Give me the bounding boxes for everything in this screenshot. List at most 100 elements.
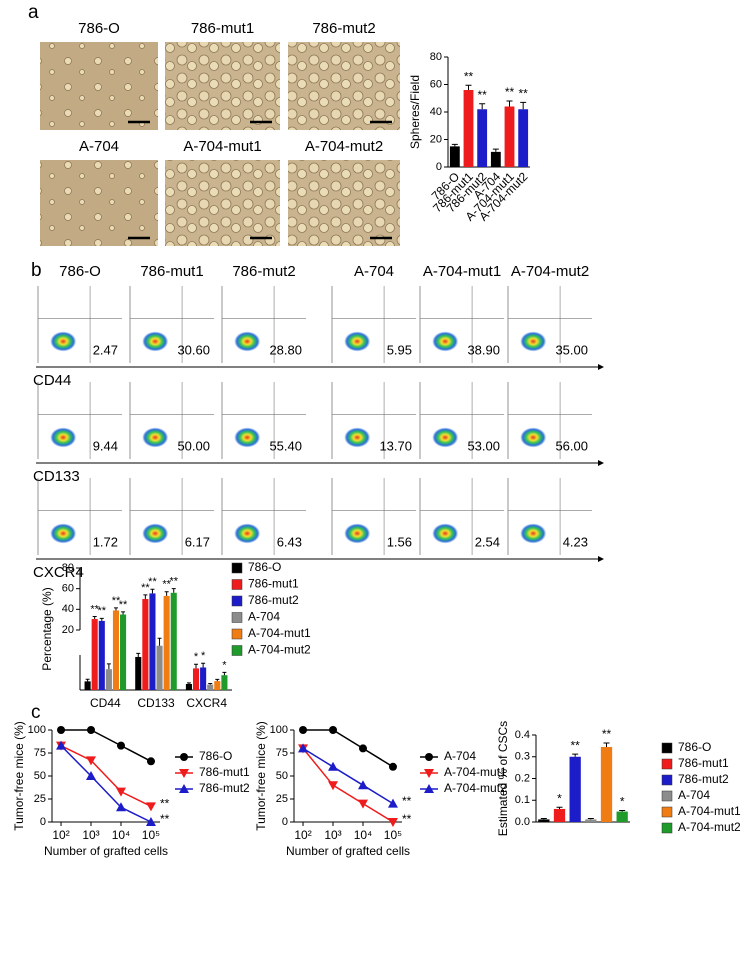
- legend-label: 786-O: [248, 560, 281, 574]
- marker: [57, 726, 66, 734]
- panel-label: b: [31, 260, 42, 281]
- bar: [120, 614, 127, 690]
- significance: **: [141, 582, 150, 594]
- legend-label: A-704-mut1: [678, 804, 741, 818]
- gate-percentage: 6.17: [185, 534, 210, 549]
- marker: [115, 802, 126, 812]
- marker: [328, 761, 339, 771]
- legend-swatch: [231, 579, 243, 590]
- error-bar: [556, 806, 563, 809]
- panel-label: c: [31, 702, 41, 723]
- x-tick-label: CD44: [90, 696, 121, 710]
- bar: [616, 811, 628, 822]
- error-bar: [201, 662, 206, 668]
- significance: **: [160, 812, 170, 826]
- gate-percentage: 5.95: [387, 342, 412, 357]
- column-header: 786-O: [59, 263, 101, 280]
- bar: [149, 593, 156, 690]
- image-label: A-704-mut1: [183, 138, 261, 155]
- bar: [105, 669, 112, 690]
- bar: [504, 106, 515, 167]
- marker: [145, 802, 156, 812]
- marker: [425, 753, 433, 761]
- error-bar: [194, 663, 199, 669]
- bar: [463, 90, 474, 167]
- bar: [585, 819, 597, 822]
- marker: [298, 743, 309, 753]
- legend-label: 786-mut1: [199, 765, 250, 779]
- bar: [156, 645, 163, 690]
- error-bar: [150, 588, 155, 594]
- legend-label: 786-O: [678, 740, 711, 754]
- error-bar: [186, 682, 191, 684]
- y-tick-label: 40: [62, 603, 74, 615]
- significance: **: [402, 794, 412, 808]
- x-axis-label: Number of grafted cells: [44, 844, 168, 858]
- bar: [477, 109, 488, 167]
- gate-percentage: 9.44: [93, 438, 118, 453]
- y-tick-label: 0: [436, 161, 442, 173]
- row-marker: CXCR4: [33, 564, 84, 581]
- cell-cloud: [142, 523, 169, 544]
- row-marker: CD44: [33, 372, 71, 389]
- bar: [214, 681, 221, 690]
- gate-percentage: 6.43: [277, 534, 302, 549]
- micrograph: [288, 42, 400, 130]
- image-label: A-704: [79, 138, 119, 155]
- significance: **: [148, 576, 157, 588]
- cell-cloud: [432, 331, 459, 352]
- x-tick-label: 10²: [52, 828, 69, 842]
- y-tick-label: 80: [430, 51, 442, 63]
- bar: [98, 620, 105, 690]
- x-tick-label: CXCR4: [186, 696, 227, 710]
- row-marker: CD133: [33, 468, 80, 485]
- legend-label: A-704: [248, 610, 280, 624]
- line: [61, 729, 152, 762]
- error-bar: [619, 809, 626, 812]
- marker: [299, 726, 308, 734]
- error-bar: [113, 607, 118, 611]
- error-bar: [479, 103, 486, 110]
- line: [60, 744, 152, 808]
- marker: [87, 726, 96, 734]
- error-bar: [451, 143, 458, 147]
- x-tick-label: 10⁵: [384, 828, 402, 842]
- gate-percentage: 50.00: [177, 438, 210, 453]
- significance: *: [194, 651, 199, 663]
- error-bar: [506, 100, 513, 107]
- marker: [329, 726, 338, 734]
- column-header: 786-mut1: [140, 263, 203, 280]
- legend-label: 786-mut2: [678, 772, 729, 786]
- legend-swatch: [661, 790, 673, 802]
- y-axis-label: Percentage (%): [40, 587, 54, 670]
- y-axis-label: Tumor-free mice (%): [12, 721, 26, 831]
- significance: **: [169, 576, 178, 588]
- x-tick-label: 10²: [294, 828, 311, 842]
- significance: **: [119, 599, 128, 611]
- legend-swatch: [231, 645, 243, 656]
- bar: [553, 808, 566, 822]
- marker: [424, 784, 434, 793]
- arrow-head: [598, 556, 604, 562]
- image-label: 786-mut1: [191, 20, 254, 37]
- significance: *: [620, 795, 625, 809]
- cell-cloud: [432, 427, 459, 448]
- error-bar: [572, 753, 579, 757]
- significance: **: [518, 87, 528, 101]
- x-tick-label: 10⁵: [142, 828, 160, 842]
- marker: [86, 771, 97, 780]
- y-tick-label: 20: [430, 133, 442, 145]
- bar: [200, 667, 207, 690]
- error-bar: [157, 637, 162, 646]
- arrow-head: [598, 460, 604, 466]
- significance: **: [477, 88, 487, 102]
- error-bar: [492, 148, 499, 152]
- x-tick-label: 10⁴: [354, 828, 373, 842]
- bar: [569, 756, 581, 822]
- legend-label: A-704-mut2: [248, 643, 311, 657]
- legend-label: A-704-mut1: [444, 765, 507, 779]
- y-axis-label: Estimated % of CSCs: [496, 721, 510, 836]
- bar: [112, 610, 120, 690]
- micrograph: [288, 160, 400, 246]
